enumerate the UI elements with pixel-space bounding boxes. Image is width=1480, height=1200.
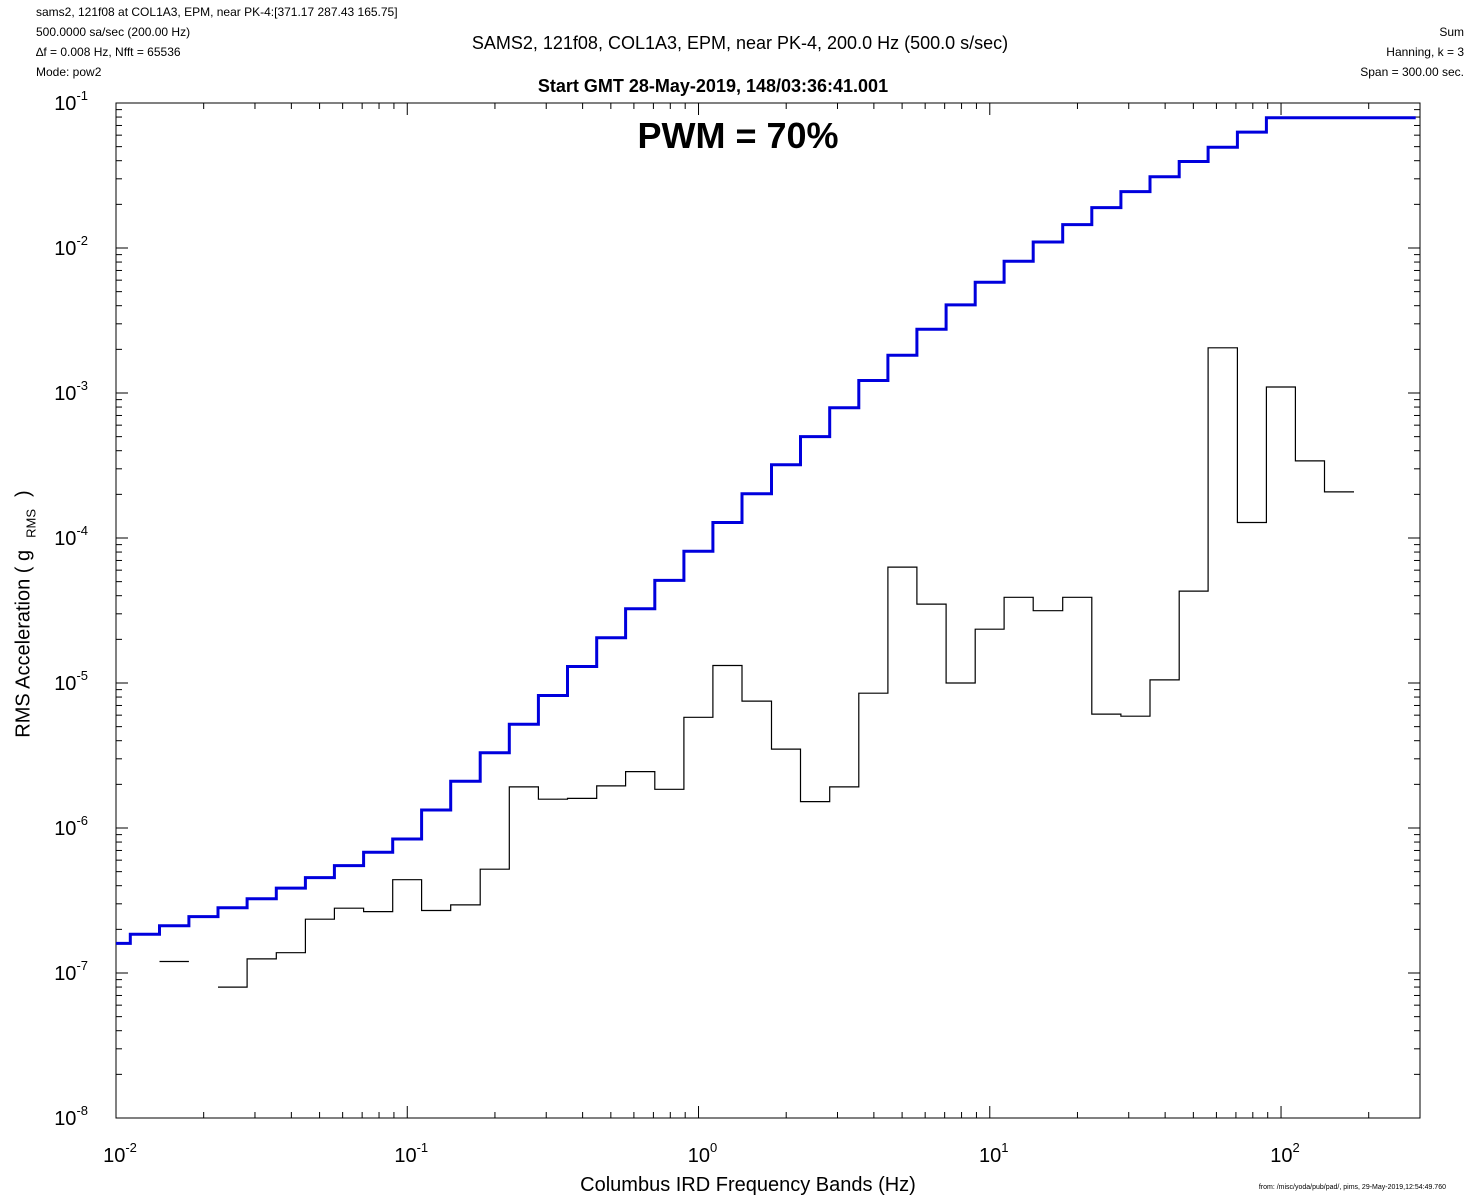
y-tick-label: 10-3: [54, 378, 88, 405]
header-line-3: ∆f = 0.008 Hz, Nfft = 65536: [36, 45, 181, 59]
x-axis-label: Columbus IRD Frequency Bands (Hz): [580, 1174, 916, 1196]
series-line-blue: [116, 116, 1416, 945]
header-right-1: Sum: [1439, 25, 1464, 39]
x-tick-label: 102: [1270, 1140, 1299, 1167]
y-axis-label-main: RMS Acceleration ( g: [12, 549, 35, 738]
header-right-3: Span = 300.00 sec.: [1360, 65, 1464, 79]
footer-source: from: /misc/yoda/pub/pad/, pims, 29-May-…: [1258, 1184, 1446, 1191]
chart-annotation: PWM = 70%: [637, 115, 839, 156]
y-tick-label: 10-4: [54, 523, 88, 550]
y-tick-label: 10-6: [54, 813, 88, 840]
series-group: [116, 116, 1416, 988]
y-axis-label: RMS Acceleration ( g RMS): [12, 490, 39, 738]
y-tick-label: 10-1: [54, 88, 88, 115]
series-line-black: [159, 347, 1354, 988]
y-axis-label-close: ): [12, 490, 35, 497]
x-tick-label: 10-2: [103, 1140, 137, 1167]
header-line-2: 500.0000 sa/sec (200.00 Hz): [36, 25, 191, 39]
plot-frame: [115, 102, 1421, 1119]
x-tick-label: 101: [979, 1140, 1008, 1167]
y-tick-label: 10-2: [54, 233, 88, 260]
axis-ticks: [115, 102, 1421, 1119]
header-line-1: sams2, 121f08 at COL1A3, EPM, near PK-4:…: [36, 5, 398, 19]
chart-title: SAMS2, 121f08, COL1A3, EPM, near PK-4, 2…: [471, 33, 1009, 53]
header-right-2: Hanning, k = 3: [1386, 45, 1464, 59]
y-tick-label: 10-8: [54, 1103, 88, 1130]
axis-tick-labels: 10-2 10-1 100 101 102 10-1 10-2 10-3 10-4 10-5 10-…: [54, 88, 1300, 1167]
header-line-4: Mode: pow2: [36, 65, 102, 79]
y-tick-label: 10-7: [54, 958, 88, 985]
chart-subtitle: Start GMT 28-May-2019, 148/03:36:41.001: [537, 76, 889, 96]
x-tick-label: 10-1: [394, 1140, 428, 1167]
y-axis-label-units: RMS: [23, 508, 39, 538]
x-tick-label: 100: [688, 1140, 717, 1167]
y-tick-label: 10-5: [54, 668, 88, 695]
